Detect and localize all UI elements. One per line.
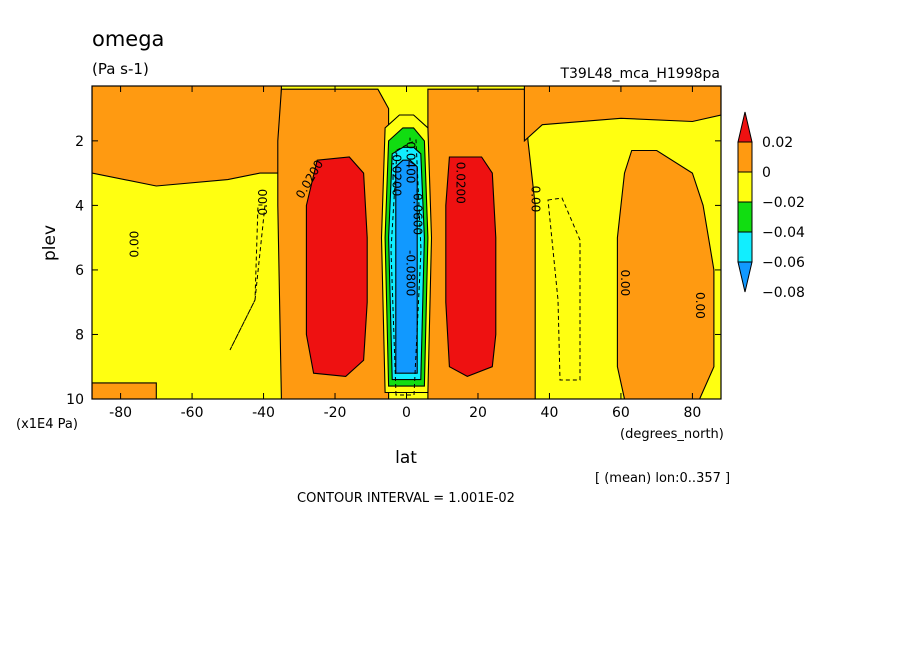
contour-region-5	[616, 149, 715, 399]
contour-fill-regions	[92, 86, 721, 399]
colorbar-band	[737, 201, 753, 233]
contour-region-12	[395, 159, 418, 374]
x-tick-label: 40	[541, 405, 559, 421]
contour-label: 0.00	[693, 292, 707, 319]
contour-interval-text: CONTOUR INTERVAL = 1.001E-02	[297, 491, 515, 506]
x-axis-label: lat	[395, 448, 417, 468]
colorbar-band	[737, 171, 753, 203]
x-tick-label: 80	[683, 405, 701, 421]
contour-region-1	[92, 86, 282, 187]
contour-label: -0.0800	[404, 250, 418, 296]
colorbar-label: −0.06	[762, 255, 805, 271]
run-label: T39L48_mca_H1998pa	[559, 66, 720, 82]
colorbar-label: 0.02	[762, 135, 793, 151]
contour-label: 0.00	[127, 231, 141, 258]
y-axis: 2 4 6 8 10	[66, 134, 721, 408]
x-tick-label: -40	[252, 405, 275, 421]
contour-region-4	[523, 86, 721, 143]
colorbar-label: 0	[762, 165, 771, 181]
contour-region-8	[445, 156, 497, 378]
contour-label: 0.00	[529, 186, 543, 213]
colorbar: 0.02 0 −0.02 −0.04 −0.06 −0.08	[737, 111, 805, 301]
y-units-label: (x1E4 Pa)	[16, 417, 78, 432]
contour-region-6	[92, 382, 157, 399]
y-tick-label: 10	[66, 392, 84, 408]
y-tick-label: 4	[75, 198, 84, 214]
averaging-note: [ (mean) lon:0..357 ]	[595, 471, 730, 486]
contour-label: 0.00	[618, 269, 632, 296]
colorbar-label: −0.02	[762, 195, 805, 211]
x-tick-label: 60	[612, 405, 630, 421]
contour-label: -0.0600	[411, 189, 425, 235]
contour-region-7	[305, 156, 368, 377]
y-tick-label: 8	[75, 327, 84, 343]
y-tick-label: 2	[75, 134, 84, 150]
contour-label: 0.0200	[454, 162, 468, 204]
colorbar-band	[737, 111, 753, 143]
units-label: (Pa s-1)	[92, 60, 149, 78]
colorbar-band	[737, 141, 753, 173]
x-tick-label: -80	[109, 405, 132, 421]
x-units-label: (degrees_north)	[620, 427, 724, 442]
x-tick-label: -20	[324, 405, 347, 421]
x-axis: -80 -60 -40 -20 0 20 40 60 80	[109, 86, 701, 421]
x-tick-label: 20	[469, 405, 487, 421]
contour-label: -0.0400	[404, 137, 418, 183]
chart-title: omega	[92, 27, 164, 51]
contour-label: -0.0200	[389, 150, 403, 196]
x-tick-label: -60	[181, 405, 204, 421]
contour-label: 0.00	[256, 189, 270, 216]
colorbar-label: −0.08	[762, 285, 805, 301]
colorbar-band	[737, 261, 753, 293]
y-axis-label: plev	[40, 225, 60, 261]
colorbar-band	[737, 231, 753, 263]
colorbar-label: −0.04	[762, 225, 805, 241]
negative-contour-lines	[229, 139, 581, 396]
y-tick-label: 6	[75, 263, 84, 279]
x-tick-label: 0	[402, 405, 411, 421]
